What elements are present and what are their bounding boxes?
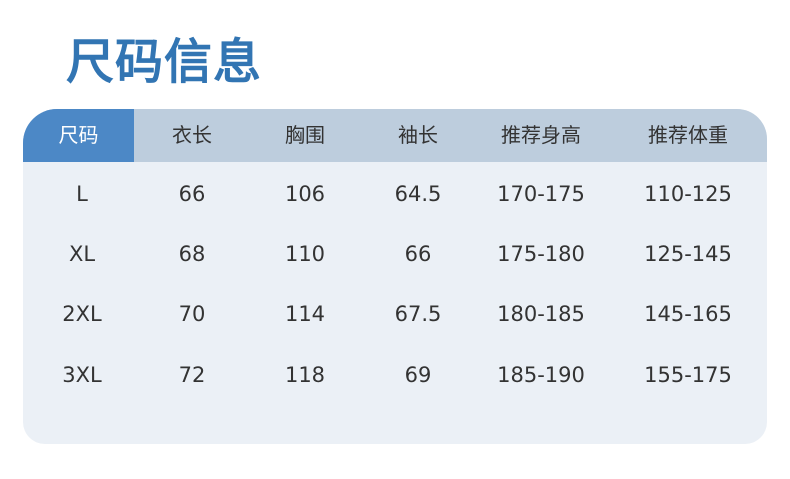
page-title: 尺码信息 <box>66 34 263 90</box>
table-cell: L <box>76 182 88 206</box>
header-cell: 胸围 <box>285 123 325 147</box>
table-cell: 68 <box>178 242 206 266</box>
table-cell: 106 <box>284 182 326 206</box>
table-cell: 175-180 <box>497 242 585 266</box>
table-cell: 155-175 <box>644 363 732 387</box>
table-cell: 110-125 <box>644 182 732 206</box>
table-cell: 110 <box>284 242 326 266</box>
table-cell: 125-145 <box>644 242 732 266</box>
table-cell: 3XL <box>62 363 102 387</box>
table-cell: 66 <box>178 182 206 206</box>
table-header <box>23 109 767 162</box>
table-cell: 64.5 <box>394 182 442 206</box>
table-cell: 114 <box>284 302 326 326</box>
header-cell: 尺码 <box>23 109 134 162</box>
table-cell: 145-165 <box>644 302 732 326</box>
table-cell: 66 <box>404 242 432 266</box>
header-cell: 衣长 <box>172 123 212 147</box>
table-cell: 180-185 <box>497 302 585 326</box>
table-cell: 72 <box>178 363 206 387</box>
size-table: 尺码 衣长 胸围 袖长 推荐身高 推荐体重 L 66 106 64.5 170-175 110-125… <box>23 109 767 444</box>
table-cell: 70 <box>178 302 206 326</box>
header-cell: 推荐身高 <box>501 123 581 147</box>
table-cell: 69 <box>404 363 432 387</box>
header-cell: 袖长 <box>398 123 438 147</box>
table-cell: 170-175 <box>497 182 585 206</box>
table-cell: 2XL <box>62 302 102 326</box>
header-cell: 推荐体重 <box>648 123 728 147</box>
table-cell: XL <box>68 242 96 266</box>
table-cell: 67.5 <box>394 302 442 326</box>
table-cell: 185-190 <box>497 363 585 387</box>
table-cell: 118 <box>284 363 326 387</box>
